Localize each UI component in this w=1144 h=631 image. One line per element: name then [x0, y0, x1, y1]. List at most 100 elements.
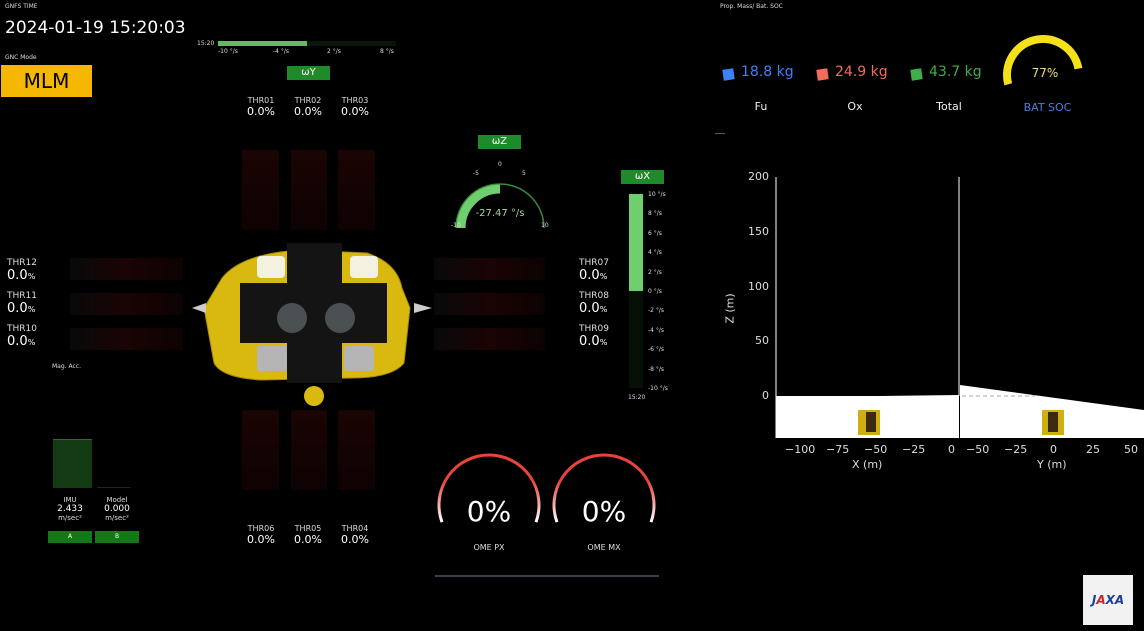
thruster-plume	[242, 150, 279, 230]
y-tick: 50	[1124, 443, 1138, 456]
thruster-unit: %	[27, 272, 36, 281]
thruster-value: 0.0	[579, 301, 600, 316]
omega-y-time: 15:20	[197, 40, 215, 47]
thruster-name: THR06	[247, 524, 275, 533]
thruster-unit: %	[599, 272, 608, 281]
omega-x-tick: -4 °/s	[648, 326, 665, 334]
gnc-mode-badge: MLM	[1, 65, 92, 97]
thruster-name: THR01	[247, 96, 275, 105]
thruster-thr11: THR11 0.0%	[7, 291, 57, 316]
model-acc-bar	[97, 487, 131, 488]
thruster-thr08: THR08 0.0%	[579, 291, 629, 316]
thruster-thr09: THR09 0.0%	[579, 324, 629, 349]
x-tick: −25	[902, 443, 926, 456]
ome-px-gauge	[437, 453, 541, 523]
b-button[interactable]: B	[95, 531, 139, 543]
gnfs-time-label: GNFS TIME	[5, 3, 38, 10]
thruster-thr02: THR02 0.0%	[283, 96, 333, 118]
thruster-name: THR11	[7, 291, 37, 301]
thruster-plume	[70, 293, 183, 315]
omega-x-tick: -6 °/s	[648, 346, 665, 354]
divider	[435, 575, 659, 577]
ox-mass-value: 24.9 kg	[835, 64, 888, 80]
thruster-thr05: THR05 0.0%	[283, 524, 333, 546]
thruster-plume	[338, 410, 375, 490]
thruster-name: THR07	[579, 258, 609, 268]
z-tick: 0	[762, 389, 769, 402]
ome-px-label: OME PX	[473, 543, 505, 552]
thruster-plume	[434, 328, 545, 350]
thruster-name: THR09	[579, 324, 609, 334]
thruster-thr10: THR10 0.0%	[7, 324, 57, 349]
z-tick: 150	[748, 225, 769, 238]
ome-gauge-track	[437, 453, 541, 523]
a-button[interactable]: A	[48, 531, 92, 543]
thruster-value: 0.0	[579, 334, 600, 349]
fu-color-swatch	[722, 68, 735, 81]
omega-x-tick: 8 °/s	[648, 210, 662, 218]
thruster-unit: %	[27, 305, 36, 314]
mag-acc-label: Mag. Acc.	[52, 363, 81, 370]
imu-value: 2.433	[57, 504, 83, 514]
ome-gauge-track	[552, 453, 656, 523]
imu-acc-bar	[53, 439, 92, 488]
fu-label: Fu	[754, 100, 768, 113]
omega-x-tick: -10 °/s	[648, 385, 668, 392]
imu-label: IMU	[63, 496, 77, 504]
model-readout: Model 0.000 m/sec²	[95, 496, 139, 522]
omega-z-tick: -10	[451, 222, 461, 229]
y-tick: −25	[1004, 443, 1028, 456]
y-tick: −50	[966, 443, 990, 456]
lander-marker-xz	[858, 410, 880, 435]
thruster-thr01: THR01 0.0%	[236, 96, 286, 118]
z-axis-label: Z (m)	[723, 293, 737, 324]
thruster-plume	[338, 150, 375, 230]
thruster-unit: %	[599, 338, 608, 347]
bat-soc-value: 77%	[1031, 66, 1059, 80]
model-label: Model	[106, 496, 128, 504]
omega-x-tick: 10 °/s	[648, 191, 666, 198]
ox-color-swatch	[816, 68, 829, 81]
thruster-value: 0.0%	[341, 533, 369, 546]
bat-soc-gauge	[1003, 35, 1083, 86]
omega-z-tick: 10	[541, 222, 549, 229]
thruster-plume	[70, 258, 183, 280]
thruster-thr06: THR06 0.0%	[236, 524, 286, 546]
omega-z-value: -27.47 °/s	[475, 208, 525, 219]
thruster-value: 0.0%	[294, 533, 322, 546]
omega-y-bar-track	[218, 41, 396, 46]
thruster-name: THR02	[294, 96, 322, 105]
omega-x-tick: -8 °/s	[648, 365, 665, 373]
thruster-value: 0.0%	[247, 105, 275, 118]
gnfs-time: 2024-01-19 15:20:03	[5, 18, 186, 38]
ome-px-value: 0%	[466, 495, 512, 528]
thruster-plume	[70, 328, 183, 350]
thruster-plume	[291, 410, 327, 490]
divider	[715, 133, 725, 134]
ome-mx-gauge	[552, 453, 656, 523]
thruster-plume	[291, 150, 327, 230]
thruster-unit: %	[599, 305, 608, 314]
thruster-value: 0.0	[7, 268, 28, 283]
omega-y-label: ωY	[287, 66, 330, 80]
omega-x-tick: 4 °/s	[648, 249, 662, 257]
z-tick: 50	[755, 334, 769, 347]
model-value: 0.000	[104, 504, 130, 514]
omega-z-tick: 5	[522, 170, 526, 177]
omega-z-fill	[456, 184, 501, 229]
omega-x-label: ωX	[621, 170, 664, 184]
thruster-name: THR03	[341, 96, 369, 105]
omega-z-tick: 0	[498, 161, 502, 168]
z-tick: 100	[748, 280, 769, 293]
omega-z-track	[455, 183, 545, 229]
omega-y-tick: 2 °/s	[327, 48, 341, 55]
trajectory-plot	[775, 177, 1144, 438]
x-tick: −50	[864, 443, 888, 456]
thruster-name: THR08	[579, 291, 609, 301]
y-tick: 0	[1050, 443, 1057, 456]
omega-x-tick: 0 °/s	[648, 288, 662, 295]
lander-illustration	[192, 243, 432, 406]
omega-z-gauge	[455, 183, 545, 229]
ome-mx-label: OME MX	[587, 543, 621, 552]
omega-x-tick: 6 °/s	[648, 229, 662, 237]
